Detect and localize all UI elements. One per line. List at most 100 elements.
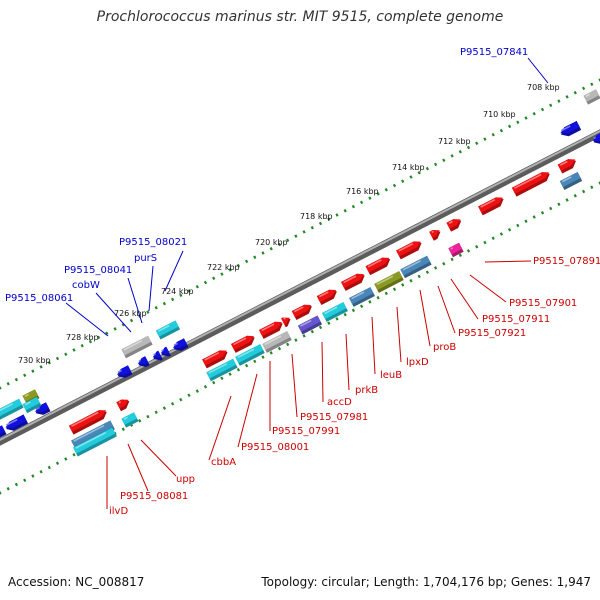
gray-gene [583, 89, 600, 105]
gene-face [259, 321, 282, 337]
forward-gene [259, 321, 283, 339]
gene-face [448, 242, 463, 255]
gene-face [478, 197, 503, 213]
tick-dot [590, 185, 594, 189]
gene-highlight [158, 324, 170, 332]
tick-dot [466, 145, 471, 150]
kbp-tick-label: 710 kbp [483, 110, 516, 119]
gene-face [316, 289, 337, 303]
tick-dot [368, 196, 372, 200]
gene-label: P9515_07911 [482, 314, 550, 325]
backbone-highlight [0, 130, 600, 441]
tick-dot [540, 107, 545, 112]
tick-dot [277, 346, 282, 351]
tick-dot [154, 306, 158, 310]
tick-dot [401, 179, 405, 184]
gene-highlight [123, 416, 128, 420]
gene-label: P9515_08081 [120, 491, 188, 502]
kbp-tick-label: 716 kbp [346, 187, 379, 196]
tick-dot [351, 308, 356, 313]
tick-dot [359, 200, 364, 205]
gene-highlight [35, 406, 40, 410]
tick-dot [195, 389, 199, 393]
leader-line [208, 395, 232, 461]
gene-highlight [6, 418, 18, 426]
tick-dot [244, 363, 249, 368]
gene-highlight [367, 259, 382, 268]
tick-dot [475, 244, 479, 249]
tick-dot [409, 278, 413, 283]
tick-dot [359, 304, 364, 308]
tick-dot [565, 95, 569, 99]
gene-label: P9515_07981 [300, 412, 368, 423]
gene-highlight [480, 198, 496, 208]
gene-label: cbbA [211, 457, 236, 468]
tick-dot [162, 406, 167, 410]
gene-label: P9515_07991 [272, 426, 340, 437]
reverse-gene [592, 133, 600, 144]
leader-line [164, 250, 184, 292]
gene-face [35, 402, 50, 413]
gene-face [291, 304, 312, 318]
gene-face [446, 219, 461, 229]
kbp-tick-label: 730 kbp [18, 356, 51, 365]
tick-dot [318, 221, 323, 226]
tick-dot [507, 227, 512, 232]
tick-dot [6, 487, 10, 491]
gene-face [557, 159, 576, 171]
kbp-tick-label: 720 kbp [255, 238, 288, 247]
tick-dot [450, 257, 454, 262]
tick-dot [442, 158, 446, 162]
tick-dot [72, 453, 76, 457]
tick-dot [532, 215, 536, 219]
gene-face [137, 356, 149, 365]
gene-face [173, 338, 188, 349]
gene-highlight [343, 275, 357, 284]
tick-dot [286, 238, 290, 243]
tick-dot [23, 373, 27, 378]
gene-face [281, 317, 290, 325]
gene-face [121, 335, 152, 356]
gene-face [160, 346, 170, 354]
tick-dot [269, 351, 273, 355]
gene-labels: P9515_07841 P9515_08021 purSP9515_08041cob… [5, 47, 600, 517]
gene-face [297, 315, 321, 332]
gene-highlight [24, 401, 31, 406]
gene-highlight [264, 335, 282, 346]
gene-face [349, 287, 374, 305]
forward-gene [478, 197, 504, 216]
leader-line [95, 292, 132, 333]
forward-gene [281, 317, 291, 328]
tick-dot [557, 202, 561, 206]
cyan-gene [206, 358, 238, 382]
tick-dot [129, 318, 134, 323]
tick-dot [39, 365, 43, 369]
gene-face [22, 396, 40, 411]
leader-line [148, 265, 154, 312]
gene-face [560, 120, 580, 134]
gene-highlight [283, 317, 286, 320]
gene-highlight [233, 337, 247, 346]
gene-highlight [402, 260, 422, 271]
forward-gene [231, 335, 255, 353]
leader-line [484, 260, 532, 263]
cyan-gene [121, 412, 139, 428]
cyan-gene [73, 427, 117, 457]
leader-line [396, 306, 402, 363]
tick-dot [425, 270, 430, 274]
gene-face [206, 358, 237, 379]
gene-face [559, 171, 581, 188]
gene-label: P9515_08061 [5, 293, 73, 304]
gene-label: purS [134, 253, 157, 264]
tick-dot [310, 329, 314, 334]
tick-dot [549, 103, 553, 108]
forward-gene [511, 172, 550, 197]
gene-highlight [324, 306, 338, 315]
gene-highlight [450, 247, 454, 250]
tick-rings [0, 78, 600, 495]
cyan-gene [0, 398, 24, 422]
cyan-gene [235, 344, 265, 366]
gene-highlight [24, 393, 29, 397]
